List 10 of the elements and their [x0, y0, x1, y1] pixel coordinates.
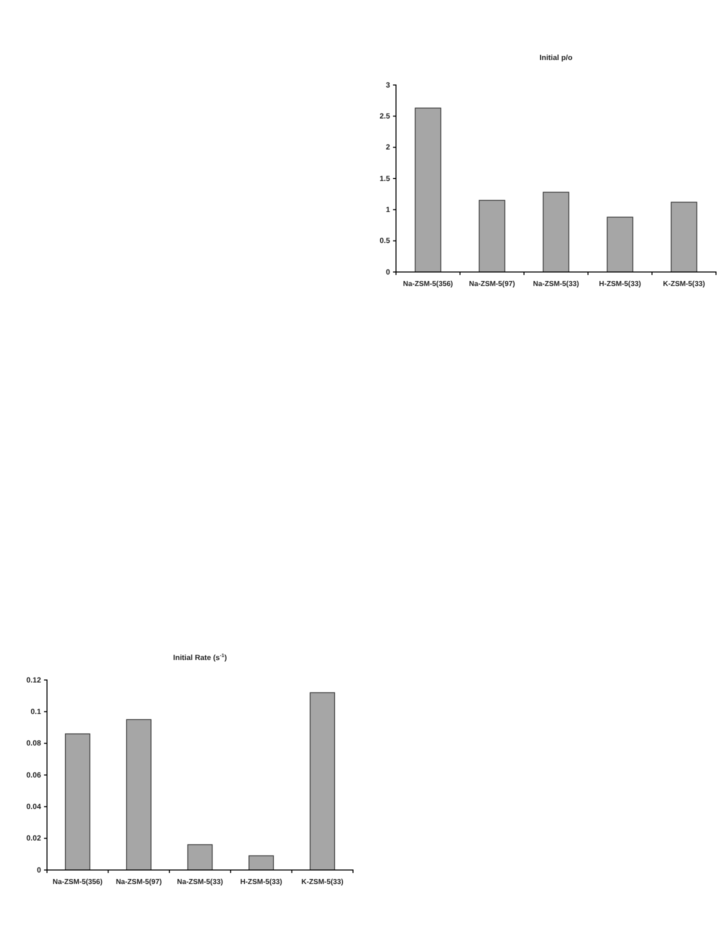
bar — [126, 719, 152, 870]
bar — [248, 855, 274, 870]
bar — [670, 202, 698, 272]
bar — [606, 216, 634, 272]
bar — [64, 733, 90, 870]
bar — [187, 844, 213, 870]
bar — [414, 108, 442, 272]
bar — [478, 200, 506, 272]
bar — [542, 192, 570, 272]
bar — [310, 692, 336, 870]
